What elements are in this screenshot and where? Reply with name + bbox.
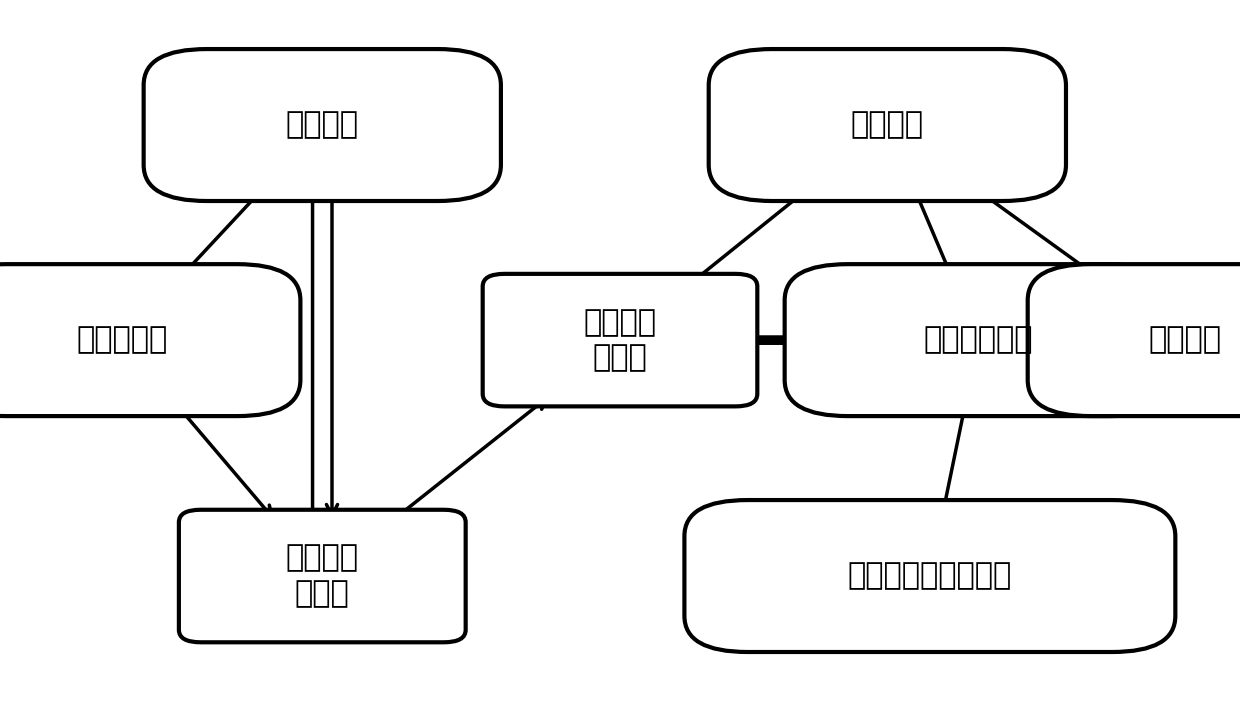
FancyArrowPatch shape xyxy=(905,168,960,294)
FancyArrowPatch shape xyxy=(392,398,547,520)
FancyBboxPatch shape xyxy=(1028,264,1240,416)
Text: 训练集样品: 训练集样品 xyxy=(76,326,167,355)
Text: 构建分析模型: 构建分析模型 xyxy=(924,326,1033,355)
Text: 未知样品: 未知样品 xyxy=(1148,326,1221,355)
FancyBboxPatch shape xyxy=(482,274,758,406)
FancyArrowPatch shape xyxy=(326,168,337,515)
FancyBboxPatch shape xyxy=(785,264,1172,416)
Text: 红外光谱: 红外光谱 xyxy=(851,110,924,139)
Text: 获得待测物含量信息: 获得待测物含量信息 xyxy=(848,561,1012,590)
FancyArrowPatch shape xyxy=(947,169,1127,299)
FancyBboxPatch shape xyxy=(144,49,501,201)
FancyArrowPatch shape xyxy=(689,169,832,285)
FancyArrowPatch shape xyxy=(308,171,319,520)
Text: 化学计量
学软件: 化学计量 学软件 xyxy=(584,308,656,372)
FancyArrowPatch shape xyxy=(161,170,280,298)
FancyBboxPatch shape xyxy=(684,500,1176,652)
FancyArrowPatch shape xyxy=(936,383,970,530)
Text: 红外光谱: 红外光谱 xyxy=(285,110,358,139)
FancyBboxPatch shape xyxy=(179,510,466,642)
FancyBboxPatch shape xyxy=(0,264,300,416)
FancyArrowPatch shape xyxy=(157,382,273,517)
FancyArrowPatch shape xyxy=(738,333,835,347)
FancyArrowPatch shape xyxy=(1091,335,1102,346)
Text: 光谱信息
的获得: 光谱信息 的获得 xyxy=(285,544,358,608)
FancyBboxPatch shape xyxy=(709,49,1066,201)
